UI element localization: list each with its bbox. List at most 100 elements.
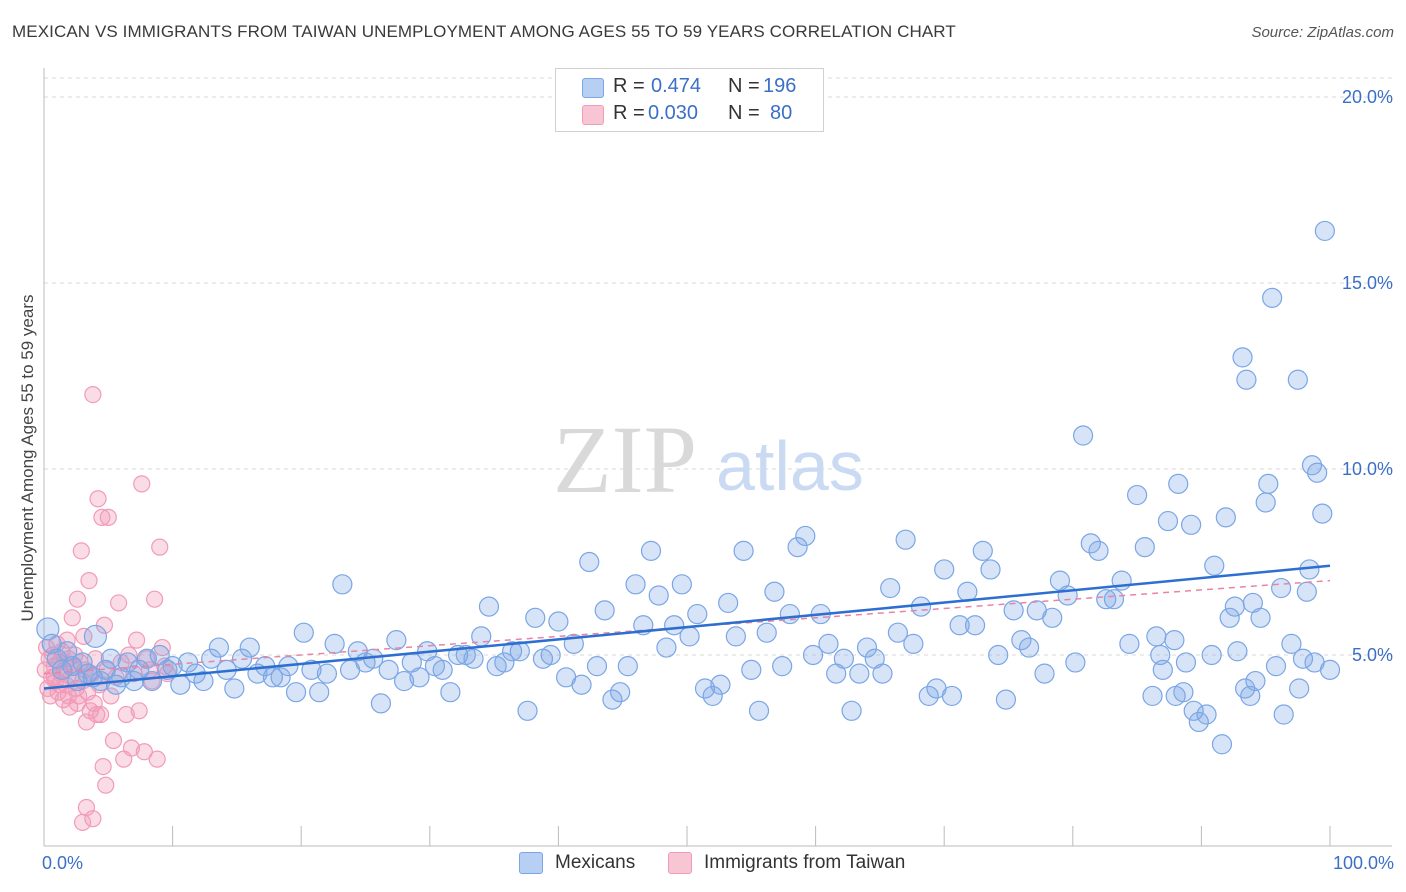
point-mexicans bbox=[741, 659, 762, 680]
point-mexicans bbox=[1245, 670, 1266, 692]
point-taiwan bbox=[68, 590, 87, 608]
legend-r-label-2: R = bbox=[613, 102, 645, 124]
point-mexicans bbox=[1265, 656, 1287, 677]
point-mexicans bbox=[502, 641, 523, 662]
point-mexicans bbox=[509, 641, 530, 662]
point-mexicans bbox=[841, 700, 862, 721]
point-mexicans bbox=[525, 607, 546, 628]
point-mexicans bbox=[733, 540, 754, 561]
point-mexicans bbox=[802, 644, 824, 666]
legend-swatch-blue bbox=[582, 78, 604, 98]
point-mexicans bbox=[787, 537, 808, 558]
point-mexicans bbox=[1281, 633, 1302, 654]
point-mexicans bbox=[57, 641, 78, 662]
point-taiwan bbox=[84, 810, 102, 828]
point-mexicans bbox=[1215, 507, 1236, 528]
point-mexicans bbox=[1227, 641, 1248, 662]
point-mexicans bbox=[378, 659, 399, 680]
point-mexicans bbox=[833, 648, 854, 669]
x-tick-label-min: 0.0% bbox=[42, 853, 84, 873]
series-mexicans-points bbox=[36, 220, 1341, 755]
point-mexicans bbox=[571, 674, 592, 695]
y-tick-labels: 5.0% 10.0% 15.0% 20.0% bbox=[1342, 87, 1393, 665]
point-mexicans bbox=[309, 682, 330, 703]
legend-swatch-pink bbox=[582, 105, 604, 125]
point-mexicans bbox=[1042, 607, 1063, 628]
point-taiwan bbox=[58, 631, 76, 649]
y-tick-label-5: 5.0% bbox=[1352, 645, 1393, 665]
point-mexicans bbox=[1018, 637, 1040, 658]
point-mexicans bbox=[1146, 626, 1167, 647]
source-label: Source: ZipAtlas.com bbox=[1251, 24, 1394, 41]
point-mexicans bbox=[1319, 659, 1341, 680]
point-mexicans bbox=[1307, 462, 1328, 483]
point-taiwan bbox=[80, 571, 98, 590]
point-mexicans bbox=[1236, 369, 1257, 390]
point-taiwan bbox=[148, 750, 166, 768]
point-mexicans bbox=[1273, 704, 1294, 725]
point-mexicans bbox=[687, 603, 708, 625]
point-mexicans bbox=[1204, 555, 1225, 576]
legend-label-mexicans: Mexicans bbox=[555, 852, 636, 873]
point-mexicans bbox=[1314, 220, 1335, 242]
point-taiwan bbox=[122, 739, 141, 757]
point-taiwan bbox=[104, 731, 123, 750]
point-mexicans bbox=[100, 648, 121, 669]
point-mexicans bbox=[1224, 596, 1245, 617]
point-mexicans bbox=[1292, 648, 1314, 669]
legend-item-taiwan: Immigrants from Taiwan bbox=[668, 852, 905, 874]
point-mexicans bbox=[201, 648, 222, 669]
point-mexicans bbox=[1119, 633, 1140, 654]
point-mexicans bbox=[432, 659, 453, 680]
point-mexicans bbox=[540, 644, 561, 666]
point-taiwan bbox=[99, 508, 117, 526]
point-mexicans bbox=[1164, 630, 1185, 651]
point-mexicans bbox=[1126, 484, 1148, 506]
point-mexicans bbox=[517, 700, 538, 721]
point-mexicans bbox=[393, 670, 415, 692]
legend-n-value-2: 80 bbox=[770, 102, 793, 124]
point-mexicans bbox=[895, 529, 916, 550]
point-mexicans bbox=[1168, 473, 1189, 494]
point-taiwan bbox=[91, 705, 110, 724]
point-mexicans bbox=[1157, 510, 1179, 532]
point-taiwan bbox=[133, 475, 151, 493]
point-mexicans bbox=[1134, 537, 1155, 558]
point-mexicans bbox=[1258, 473, 1279, 494]
point-mexicans bbox=[1181, 514, 1202, 535]
point-taiwan bbox=[127, 631, 146, 649]
point-mexicans bbox=[83, 624, 108, 649]
point-mexicans bbox=[880, 577, 901, 599]
point-mexicans bbox=[1196, 704, 1217, 725]
point-mexicans bbox=[1173, 682, 1194, 703]
legend-n-label-2: N = bbox=[728, 102, 760, 124]
point-mexicans bbox=[1034, 663, 1055, 684]
point-mexicans bbox=[694, 678, 716, 699]
point-mexicans bbox=[702, 685, 723, 707]
point-mexicans bbox=[239, 637, 260, 658]
chart-title: MEXICAN VS IMMIGRANTS FROM TAIWAN UNEMPL… bbox=[12, 22, 956, 41]
point-mexicans bbox=[602, 689, 623, 710]
point-mexicans bbox=[964, 615, 986, 636]
point-mexicans bbox=[332, 574, 353, 595]
point-mexicans bbox=[478, 596, 500, 617]
point-mexicans bbox=[872, 663, 893, 684]
point-taiwan bbox=[117, 705, 135, 724]
point-mexicans bbox=[617, 656, 638, 677]
point-mexicans bbox=[1057, 585, 1078, 606]
y-tick-label-15: 15.0% bbox=[1342, 273, 1393, 293]
point-taiwan bbox=[135, 743, 153, 761]
point-mexicans bbox=[1096, 589, 1117, 610]
point-mexicans bbox=[386, 630, 407, 651]
point-taiwan bbox=[63, 609, 81, 627]
point-mexicans bbox=[1088, 540, 1109, 561]
point-taiwan bbox=[88, 705, 106, 724]
point-mexicans bbox=[980, 559, 1001, 580]
point-taiwan bbox=[59, 687, 78, 705]
point-taiwan bbox=[102, 687, 120, 705]
point-mexicans bbox=[818, 633, 839, 654]
point-mexicans bbox=[718, 592, 739, 614]
point-mexicans bbox=[370, 693, 392, 714]
point-mexicans bbox=[610, 682, 631, 703]
